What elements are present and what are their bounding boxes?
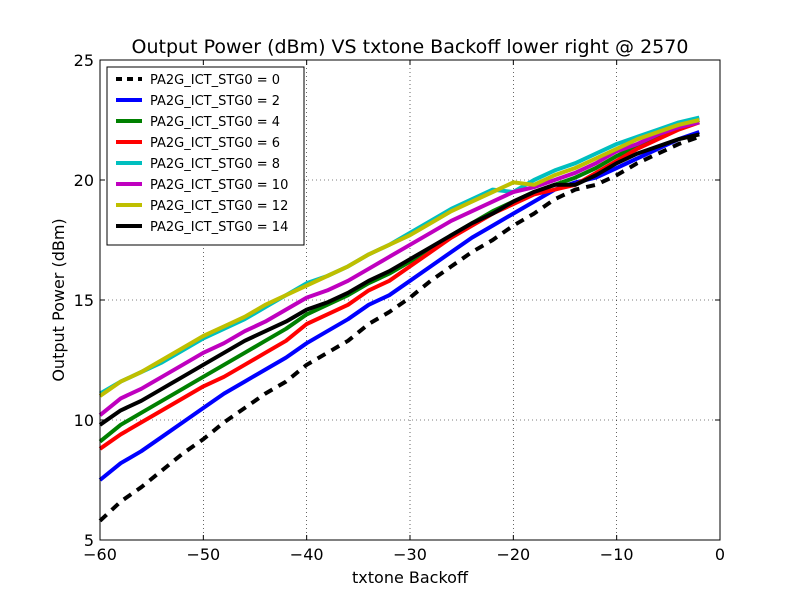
series-line — [98, 118, 700, 444]
legend-label: PA2G_ICT_STG0 = 6 — [150, 136, 280, 151]
legend-label: PA2G_ICT_STG0 = 8 — [150, 157, 280, 172]
y-tick-label: 15 — [74, 291, 94, 310]
x-tick-label: −50 — [186, 545, 220, 564]
y-tick-label: 25 — [74, 51, 94, 70]
x-tick-label: −30 — [393, 545, 427, 564]
series-line — [98, 120, 700, 451]
series-line — [98, 120, 700, 417]
x-tick-label: −40 — [290, 545, 324, 564]
y-tick-label: 5 — [84, 531, 94, 550]
legend-label: PA2G_ICT_STG0 = 14 — [150, 220, 288, 235]
y-tick-label: 10 — [74, 411, 94, 430]
legend: PA2G_ICT_STG0 = 0 PA2G_ICT_STG0 = 2 PA2G_I… — [106, 66, 305, 246]
legend-label: PA2G_ICT_STG0 = 4 — [150, 115, 280, 130]
legend-label: PA2G_ICT_STG0 = 10 — [150, 178, 288, 193]
series-line — [98, 132, 700, 427]
x-axis-label: txtone Backoff — [352, 568, 469, 587]
series-line — [98, 130, 700, 482]
legend-label: PA2G_ICT_STG0 = 0 — [150, 73, 280, 88]
legend-box — [106, 66, 305, 246]
x-tick-label: 0 — [715, 545, 725, 564]
axis-ticks: −60 −50 −40 −30 −20 −10 0 5 10 15 20 25 — [74, 51, 725, 564]
series-line — [98, 118, 700, 398]
chart-title: Output Power (dBm) VS txtone Backoff low… — [132, 36, 689, 58]
legend-label: PA2G_ICT_STG0 = 2 — [150, 94, 280, 109]
x-tick-label: −60 — [83, 545, 117, 564]
y-axis-label: Output Power (dBm) — [49, 218, 68, 381]
x-tick-label: −20 — [496, 545, 530, 564]
x-tick-label: −10 — [600, 545, 634, 564]
legend-label: PA2G_ICT_STG0 = 12 — [150, 199, 288, 214]
y-tick-label: 20 — [74, 171, 94, 190]
series-line — [98, 134, 700, 523]
plot-series — [98, 115, 700, 523]
